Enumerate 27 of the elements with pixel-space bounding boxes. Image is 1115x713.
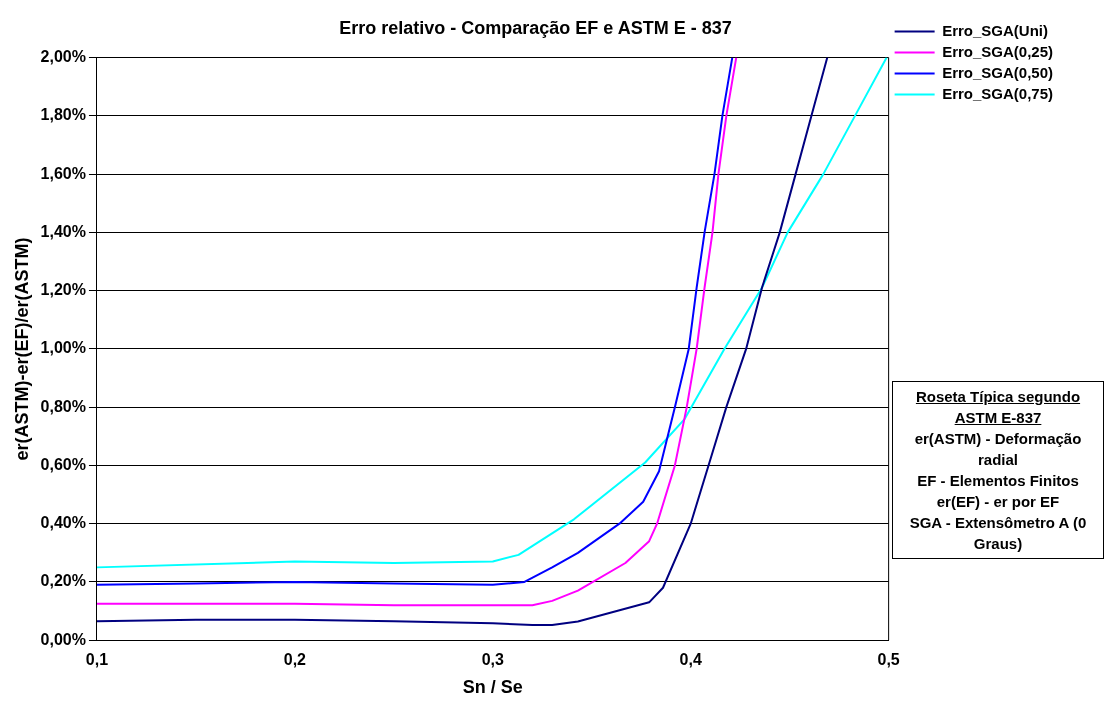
legend-label: Erro_SGA(0,25) [942,42,1053,60]
y-tick-label: 1,60% [40,164,86,182]
y-tick-label: 0,60% [40,455,86,473]
text: er(ASTM) - Deformação radial [913,429,1083,470]
y-tick-label: 0,00% [40,630,86,648]
legend-label: Erro_SGA(Uni) [942,21,1048,39]
y-tick-label: 0,20% [40,572,86,590]
y-tick-label: 0,40% [40,514,86,532]
y-tick-label: 0,80% [40,397,86,415]
x-tick-label: 0,1 [85,651,109,669]
text: SGA - Extensômetro A (0 Graus) [908,513,1088,554]
x-tick-label: 0,2 [283,651,307,669]
y-tick-label: 1,80% [40,106,86,124]
y-tick-label: 1,00% [40,339,86,357]
x-tick-label: 0,3 [481,651,505,669]
y-axis-title: er(ASTM)-er(EF)/er(ASTM) [11,237,32,461]
text: er(EF) - er por EF [935,492,1061,512]
x-tick-label: 0,4 [679,651,702,669]
x-axis-title: Sn / Se [462,677,523,698]
y-tick-label: 1,20% [40,281,86,299]
text: EF - Elementos Finitos [916,471,1080,491]
chart-title: Erro relativo - Comparação EF e ASTM E - 837 [339,17,732,38]
y-tick-label: 2,00% [40,48,86,66]
x-tick-label: 0,5 [877,651,900,669]
legend-label: Erro_SGA(0,50) [942,63,1053,81]
y-tick-label: 1,40% [40,222,86,240]
legend-label: Erro_SGA(0,75) [942,84,1053,102]
